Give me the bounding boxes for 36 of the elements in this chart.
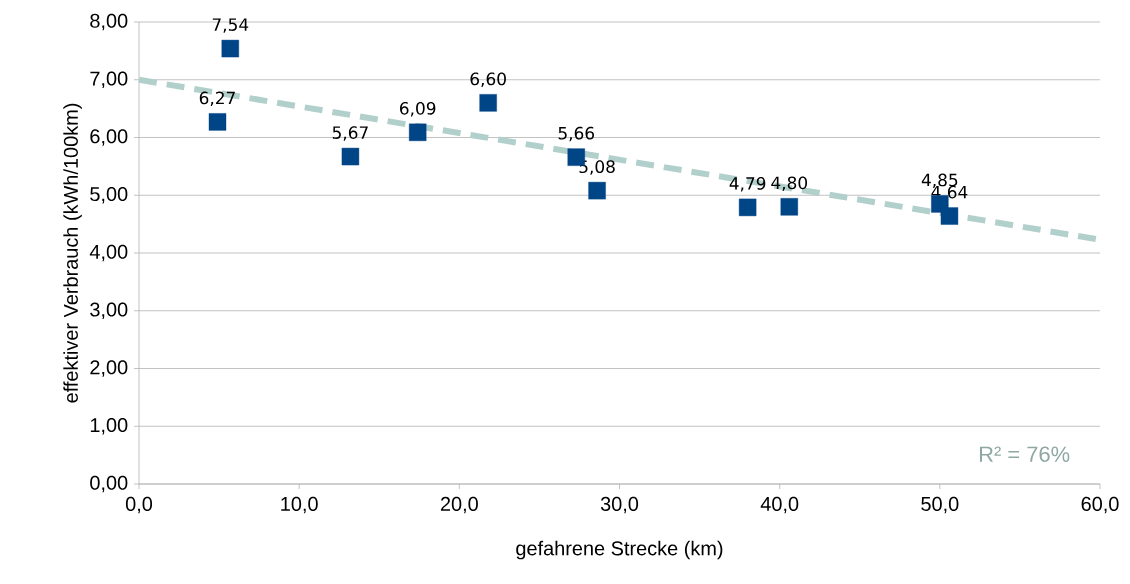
x-tick-label: 60,0	[1081, 496, 1119, 514]
y-tick-label: 5,00	[90, 187, 128, 204]
point	[479, 94, 497, 112]
point	[780, 198, 798, 216]
point	[940, 207, 959, 225]
data-label: 4,79	[729, 176, 766, 192]
y-tick-label: 0,00	[90, 475, 128, 493]
x-tick-label: 30,0	[600, 496, 639, 514]
data-label: 4,80	[771, 176, 808, 191]
point	[208, 113, 227, 131]
y-tick-label: 4,00	[89, 244, 128, 262]
x-tick-label: 40,0	[760, 496, 799, 514]
point	[738, 198, 757, 217]
data-label: 7,54	[212, 18, 249, 33]
y-tick-label: 7,00	[90, 71, 128, 88]
y-tick-label: 6,00	[90, 129, 128, 146]
x-tick-label: 0,0	[125, 496, 153, 514]
x-tick-label: 50,0	[921, 496, 959, 514]
y-tick-label: 2,00	[90, 360, 128, 377]
point	[588, 181, 606, 200]
y-tick-label: 1,00	[90, 418, 128, 435]
x-axis-title: gefahrene Strecke (km)	[516, 540, 723, 560]
x-tick-label: 10,0	[281, 496, 318, 514]
point	[341, 147, 360, 166]
y-tick-label: 3,00	[90, 302, 128, 319]
point	[221, 39, 239, 58]
data-label: 5,67	[332, 126, 368, 141]
data-label: 6,27	[199, 91, 235, 107]
data-label: 6,60	[470, 72, 506, 88]
y-axis-title: effektiver Verbrauch (kWh/100km)	[63, 103, 82, 403]
y-tick-label: 8,00	[90, 13, 128, 31]
annotation: R² = 76%	[979, 446, 1070, 462]
point	[408, 123, 427, 141]
data-label: 6,09	[400, 101, 436, 117]
x-tick-label: 20,0	[440, 496, 478, 514]
data-label: 5,66	[558, 126, 595, 142]
